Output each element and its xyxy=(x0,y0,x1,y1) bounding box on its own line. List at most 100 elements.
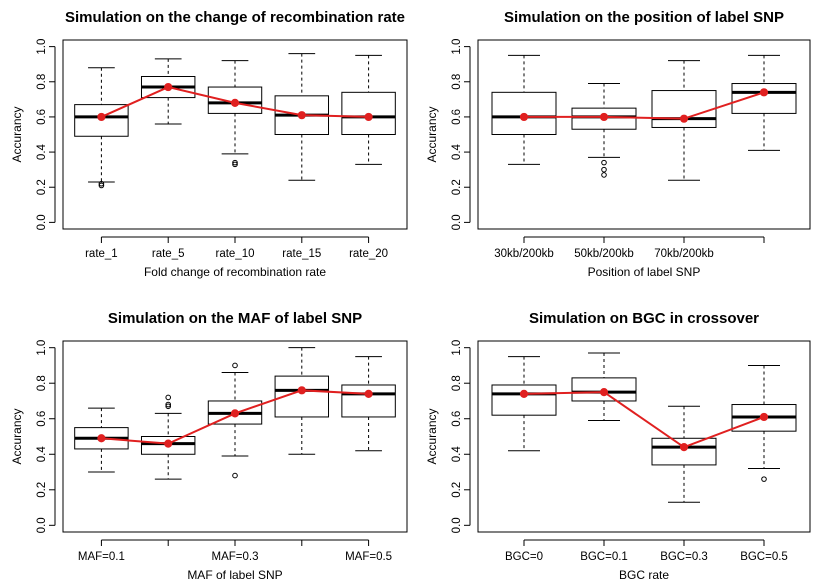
x-axis-label: BGC rate xyxy=(619,568,669,579)
box-2 xyxy=(140,394,196,480)
outlier-point xyxy=(761,476,767,482)
trend-point xyxy=(164,439,173,448)
outlier-point xyxy=(232,159,238,166)
y-tick-label: 0.0 xyxy=(36,214,48,230)
y-tick-label: 0.0 xyxy=(36,517,48,533)
y-tick-label: 0.8 xyxy=(36,375,48,391)
box-1 xyxy=(491,356,557,452)
box-1 xyxy=(74,67,129,189)
x-tick-label: 70kb/200kb xyxy=(654,248,713,260)
x-tick-label: rate_10 xyxy=(215,248,254,260)
chart-panel-3: Simulation on the MAF of label SNP MAF of… xyxy=(10,310,408,579)
y-tick-label: 1.0 xyxy=(36,39,48,55)
box-3 xyxy=(207,60,263,168)
x-axis-label: Fold change of recombination rate xyxy=(144,265,326,279)
y-axis-label: Accurancy xyxy=(425,408,439,464)
x-tick-label: MAF=0.3 xyxy=(212,551,259,563)
y-axis-label: Accurancy xyxy=(425,106,439,162)
trend-point xyxy=(759,412,769,422)
box-body xyxy=(341,91,396,135)
panel-title: Simulation on BGC in crossover xyxy=(529,310,759,327)
y-tick-label: 0.4 xyxy=(451,143,463,160)
y-axis-label: Accurancy xyxy=(10,408,24,464)
outlier-point xyxy=(165,394,172,401)
y-tick-label: 0.4 xyxy=(36,446,48,463)
y-tick-label: 0.2 xyxy=(451,179,463,195)
x-tick-label: MAF=0.5 xyxy=(345,551,392,563)
outlier-point xyxy=(165,403,172,410)
box-body xyxy=(731,83,797,114)
trend-point xyxy=(519,112,529,122)
y-tick-label: 1.0 xyxy=(451,340,463,356)
plot-frame xyxy=(477,340,811,533)
y-axis-label: Accurancy xyxy=(10,106,24,162)
box-2 xyxy=(571,352,637,422)
trend-point xyxy=(230,98,240,107)
outlier-point xyxy=(98,180,105,187)
chart-panel-2: Simulation on the position of label SNP P… xyxy=(425,9,811,279)
trend-point xyxy=(519,389,529,398)
box-4 xyxy=(731,54,797,151)
x-tick-label: BGC=0.1 xyxy=(580,551,628,563)
trend-point xyxy=(364,389,373,398)
trend-point xyxy=(599,112,609,122)
trend-point xyxy=(230,409,240,418)
plot-frame xyxy=(62,39,408,230)
outlier-point xyxy=(98,182,105,189)
x-tick-label: MAF=0.1 xyxy=(78,551,125,563)
y-tick-label: 0.6 xyxy=(36,109,48,125)
box-5 xyxy=(341,54,396,165)
outlier-point xyxy=(601,166,607,173)
trend-point xyxy=(679,443,689,452)
trend-point xyxy=(759,88,769,97)
box-4 xyxy=(731,364,797,482)
box-2 xyxy=(571,83,637,178)
y-tick-label: 0.2 xyxy=(36,179,48,195)
y-tick-label: 0.0 xyxy=(451,214,463,230)
x-tick-label: rate_5 xyxy=(152,248,185,260)
x-tick-label: 50kb/200kb xyxy=(574,248,633,260)
x-tick-label: BGC=0.3 xyxy=(660,551,708,563)
y-tick-label: 0.2 xyxy=(451,482,463,498)
trend-point xyxy=(97,112,106,122)
x-tick-label: rate_20 xyxy=(349,248,388,260)
outlier-point xyxy=(601,172,607,178)
y-tick-label: 1.0 xyxy=(451,39,463,55)
box-body xyxy=(651,437,717,466)
x-tick-label: rate_15 xyxy=(282,248,321,260)
plot-frame xyxy=(62,340,408,533)
x-axis-label: Position of label SNP xyxy=(588,265,701,279)
trend-point xyxy=(297,111,306,120)
box-body xyxy=(491,384,557,416)
panel-title: Simulation on the position of label SNP xyxy=(504,9,784,26)
plot-frame xyxy=(477,39,811,230)
y-tick-label: 0.2 xyxy=(36,482,48,498)
chart-panel-4: Simulation on BGC in crossover BGC rate Ac… xyxy=(425,310,811,579)
trend-line xyxy=(524,91,765,120)
panel-title: Simulation on the MAF of label SNP xyxy=(108,310,362,327)
x-tick-label: BGC=0 xyxy=(505,551,543,563)
trend-point xyxy=(164,82,173,92)
outlier-point xyxy=(232,362,238,369)
outlier-point xyxy=(601,159,607,166)
y-tick-label: 0.6 xyxy=(36,411,48,427)
outlier-point xyxy=(232,161,238,168)
y-tick-label: 0.8 xyxy=(36,74,48,90)
box-3 xyxy=(207,362,263,479)
y-tick-label: 1.0 xyxy=(36,340,48,356)
panel-title: Simulation on the change of recombinatio… xyxy=(65,9,405,26)
y-tick-label: 0.4 xyxy=(451,446,463,463)
y-tick-label: 0.8 xyxy=(451,375,463,391)
trend-point xyxy=(297,386,306,395)
y-tick-label: 0.6 xyxy=(451,109,463,125)
y-tick-label: 0.8 xyxy=(451,74,463,90)
x-tick-label: BGC=0.5 xyxy=(740,551,788,563)
y-tick-label: 0.0 xyxy=(451,517,463,533)
outlier-point xyxy=(165,401,172,408)
x-tick-label: rate_1 xyxy=(85,248,118,260)
y-tick-label: 0.4 xyxy=(36,143,48,160)
chart-panel-1: Simulation on the change of recombinatio… xyxy=(10,9,408,279)
x-tick-label: 30kb/200kb xyxy=(494,248,553,260)
trend-point xyxy=(599,387,609,397)
